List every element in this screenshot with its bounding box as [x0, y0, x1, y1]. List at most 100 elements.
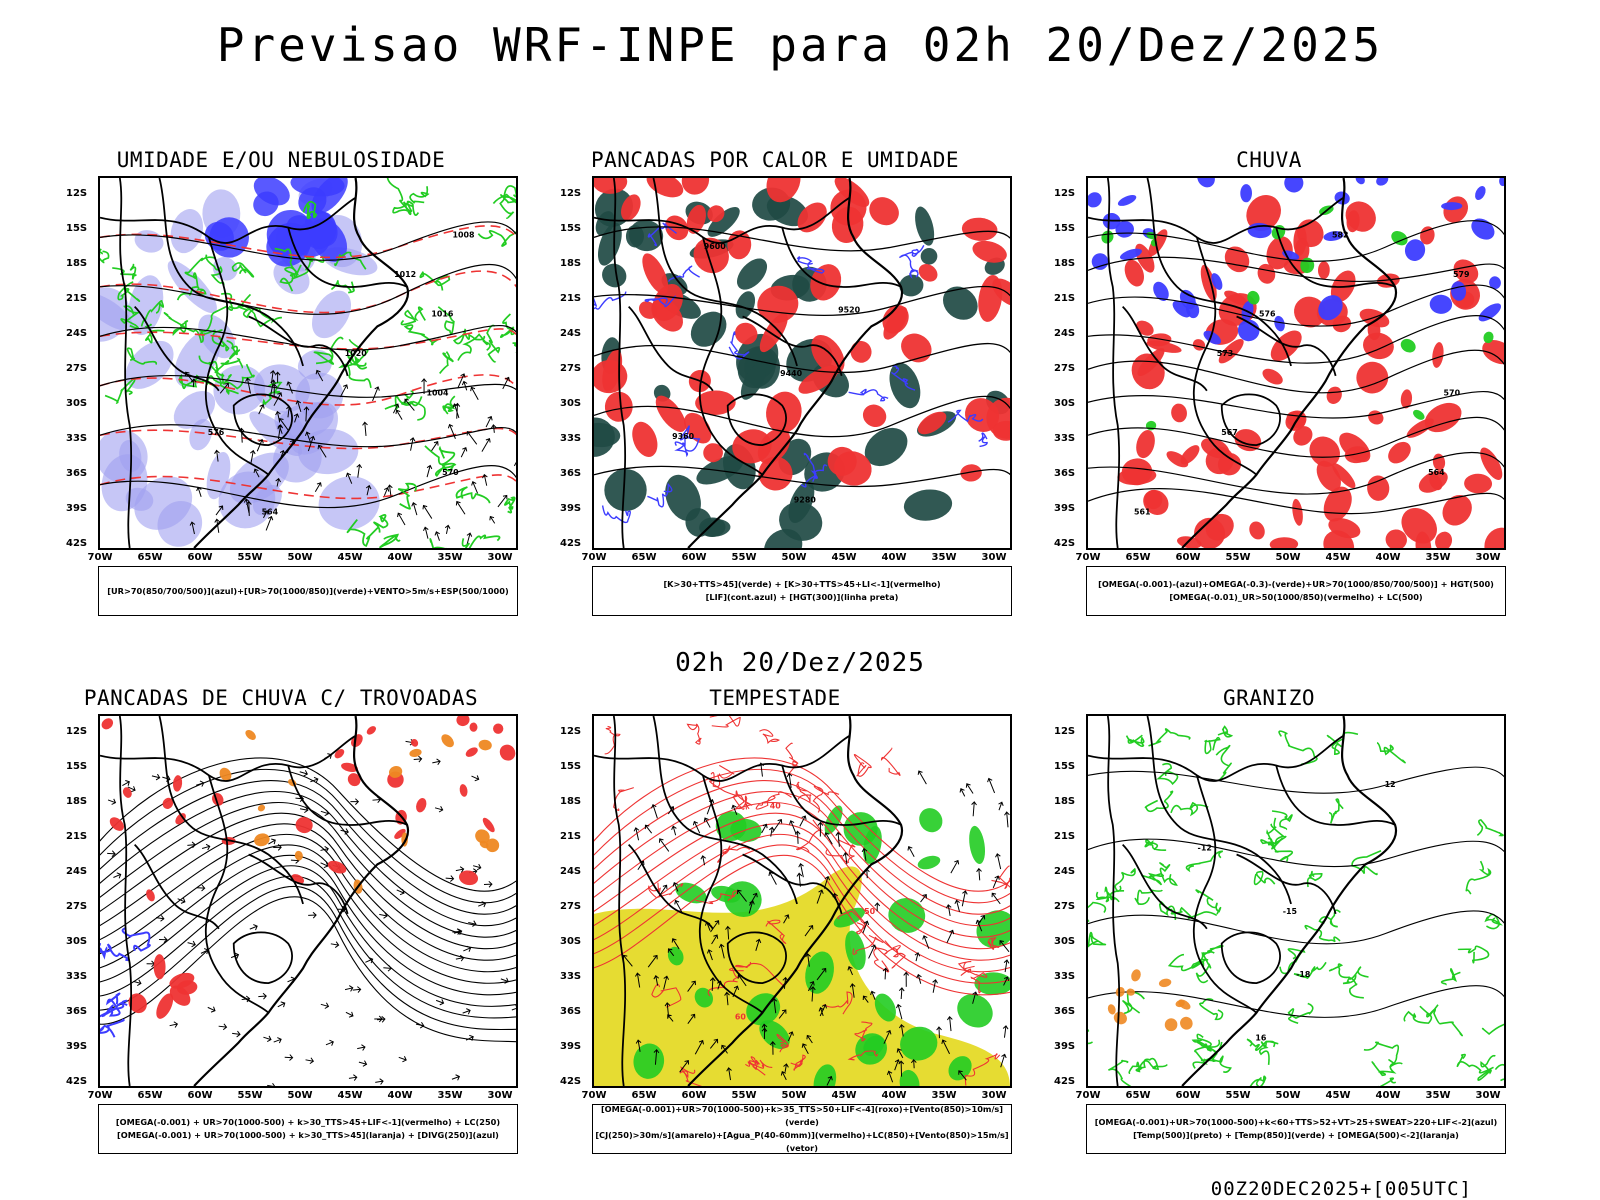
lon-tick-label: 65W: [631, 552, 657, 563]
contour-label: 1020: [345, 349, 368, 358]
lat-tick-label: 42S: [1054, 1076, 1076, 1087]
lon-tick-label: 30W: [487, 1090, 513, 1101]
legend-line: [K>30+TTS>45](verde) + [K>30+TTS>45+LI<-…: [663, 579, 941, 589]
contour-label: 1012: [394, 270, 416, 279]
lat-tick-label: 24S: [66, 328, 88, 339]
contour-label: 9440: [780, 369, 803, 378]
lat-tick-label: 33S: [560, 433, 582, 444]
panel-title: PANCADAS POR CALOR E UMIDADE: [590, 148, 959, 172]
lon-tick-label: 55W: [237, 552, 263, 563]
lon-tick-label: 40W: [881, 552, 907, 563]
lat-tick-label: 15S: [560, 761, 582, 772]
map-panel-3: CHUVA 582 579 576 573 570 567 564 561 12S 15S 18S 21…: [1054, 148, 1506, 638]
lat-tick-label: 18S: [66, 796, 88, 807]
lat-tick-label: 42S: [560, 1076, 582, 1087]
legend-line: [OMEGA(-0.001)+UR>70(1000-500)+k<60+TTS>…: [1094, 1117, 1498, 1127]
panel-legend: [OMEGA(-0.001)-(azul)+OMEGA(-0.3)-(verde…: [1086, 566, 1506, 616]
contour-label: 564: [262, 507, 279, 516]
map-panel-5: TEMPESTADE 40 50 60 12S 15S 18S 21S 24S 27S 30S 33S…: [560, 686, 1012, 1176]
lat-tick-label: 24S: [560, 328, 582, 339]
weather-map: 9600 9520 9440 9360 9280: [592, 176, 1012, 550]
hgt300-contours: [594, 226, 1010, 488]
lat-tick-label: 27S: [66, 363, 88, 374]
lif-contours: [594, 222, 988, 524]
map-panel-4: PANCADAS DE CHUVA C/ TROVOADAS 12S 15S 18S 2…: [66, 686, 518, 1176]
lc850-streamlines: [594, 757, 1010, 996]
lat-tick-label: 18S: [560, 796, 582, 807]
contour-label: -12: [1198, 844, 1212, 853]
political-borders: [100, 716, 410, 1086]
lon-tick-label: 30W: [981, 552, 1007, 563]
legend-line: [OMEGA(-0.001) + UR>70(1000-500) + k>30_…: [115, 1117, 501, 1127]
lat-tick-label: 30S: [66, 936, 88, 947]
lat-tick-label: 15S: [1054, 223, 1076, 234]
lon-tick-label: 45W: [1325, 552, 1351, 563]
contour-label: 573: [1217, 349, 1234, 358]
lat-tick-label: 30S: [560, 398, 582, 409]
lon-tick-label: 50W: [781, 552, 807, 563]
contour-labels: 40 50 60: [735, 801, 876, 1021]
lat-tick-label: 36S: [560, 1006, 582, 1017]
contour-label: 40: [770, 801, 782, 810]
lat-tick-label: 39S: [1054, 1041, 1076, 1052]
contour-label: -18: [1296, 970, 1311, 979]
lon-tick-label: 35W: [1425, 552, 1451, 563]
page-title: Previsao WRF-INPE para 02h 20/Dez/2025: [216, 18, 1384, 72]
lon-tick-label: 50W: [1275, 552, 1301, 563]
lon-tick-label: 45W: [1325, 1090, 1351, 1101]
lat-tick-label: 21S: [1054, 831, 1076, 842]
weather-map: 1008 1012 1016 1020 1004 576 570 564: [98, 176, 518, 550]
lat-tick-label: 12S: [1054, 188, 1076, 199]
lon-tick-label: 30W: [1475, 552, 1501, 563]
pressure-contours: [100, 221, 516, 509]
lat-tick-label: 42S: [1054, 538, 1076, 549]
weather-map: 582 579 576 573 570 567 564 561: [1086, 176, 1506, 550]
contour-label: 60: [735, 1012, 747, 1021]
lon-tick-label: 60W: [187, 552, 213, 563]
lat-tick-label: 36S: [560, 468, 582, 479]
contour-label: 576: [1259, 310, 1276, 319]
temp850-contours: [1088, 725, 1504, 1086]
panel-title: UMIDADE E/OU NEBULOSIDADE: [116, 148, 446, 172]
coastline: [193, 716, 410, 1086]
lat-tick-label: 15S: [66, 761, 88, 772]
lat-tick-label: 27S: [560, 363, 582, 374]
panel-legend: [OMEGA(-0.001)+UR>70(1000-500)+k>35_TTS>…: [592, 1104, 1012, 1154]
lon-tick-label: 55W: [1225, 552, 1251, 563]
lon-tick-label: 60W: [187, 1090, 213, 1101]
contour-labels: 12 -12 -15 -18 16: [1198, 780, 1396, 1042]
lat-tick-label: 24S: [1054, 328, 1076, 339]
map-panel-6: GRANIZO 12 -12 -15 -18 16 12S 15S 18S 21S 24S 27S 30…: [1054, 686, 1506, 1176]
legend-line: [OMEGA(-0.01)_UR>50(1000/850)(vermelho) …: [1169, 592, 1423, 602]
panel-legend: [K>30+TTS>45](verde) + [K>30+TTS>45+LI<-…: [592, 566, 1012, 616]
contour-label: 1016: [431, 310, 454, 319]
lat-tick-label: 18S: [1054, 258, 1076, 269]
lon-tick-label: 40W: [387, 1090, 413, 1101]
lon-tick-label: 35W: [437, 552, 463, 563]
lon-tick-label: 65W: [137, 1090, 163, 1101]
lon-tick-label: 70W: [87, 1090, 113, 1101]
contour-label: 579: [1453, 270, 1470, 279]
run-timestamp: 00Z20DEC2025+[005UTC]: [1210, 1178, 1472, 1200]
map-panel-1: UMIDADE E/OU NEBULOSIDADE 1008 1012 1016 102…: [66, 148, 518, 638]
contour-label: 16: [1255, 1033, 1267, 1042]
forecast-time-label: 02h 20/Dez/2025: [675, 648, 925, 678]
lat-tick-label: 39S: [1054, 503, 1076, 514]
lon-tick-label: 45W: [337, 1090, 363, 1101]
legend-line: [Temp(500)](preto) + [Temp(850)](verde) …: [1133, 1130, 1459, 1140]
legend-line: [OMEGA(-0.001) + UR>70(1000-500) + k>30_…: [117, 1130, 499, 1140]
panel-legend: [OMEGA(-0.001) + UR>70(1000-500) + k>30_…: [98, 1104, 518, 1154]
lat-tick-label: 24S: [66, 866, 88, 877]
lat-tick-label: 24S: [560, 866, 582, 877]
coastline: [193, 178, 410, 548]
lat-tick-label: 15S: [560, 223, 582, 234]
wind-green-contours: [346, 445, 516, 548]
lat-tick-label: 39S: [560, 1041, 582, 1052]
legend-line: [OMEGA(-0.001)+UR>70(1000-500)+k>35_TTS>…: [600, 1104, 1004, 1127]
contour-label: 1004: [427, 389, 450, 398]
wind-vectors: [185, 369, 516, 548]
lon-tick-label: 30W: [981, 1090, 1007, 1101]
lon-tick-label: 60W: [1175, 1090, 1201, 1101]
lat-tick-label: 18S: [66, 258, 88, 269]
contour-label: -15: [1283, 907, 1297, 916]
